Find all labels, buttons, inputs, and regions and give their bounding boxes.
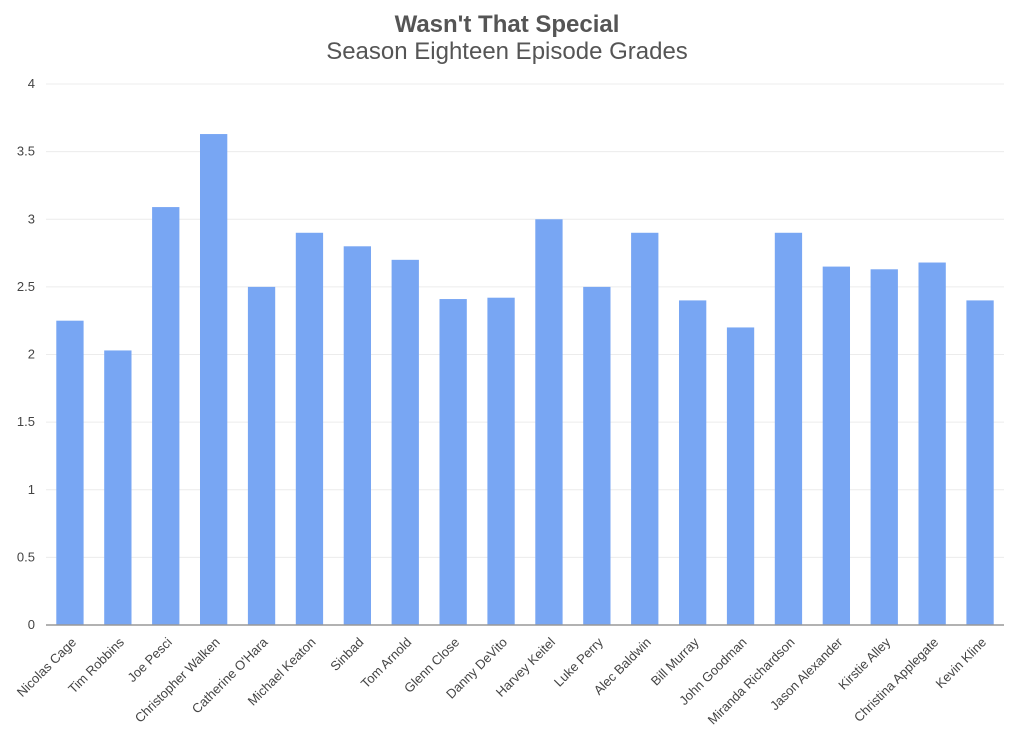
bar xyxy=(199,134,228,626)
chart-subtitle: Season Eighteen Episode Grades xyxy=(326,38,688,65)
x-tick-label: Christopher Walken xyxy=(132,635,223,726)
bar xyxy=(391,259,419,625)
bar xyxy=(631,232,659,625)
x-tick-label: Joe Pesci xyxy=(124,634,175,685)
y-tick-label: 0 xyxy=(28,617,35,632)
bar xyxy=(104,350,132,625)
bar xyxy=(439,299,467,625)
gridlines xyxy=(46,83,1004,558)
bar xyxy=(583,286,611,625)
bar xyxy=(774,232,803,625)
bar xyxy=(535,219,563,625)
y-axis-ticks: 0 0.5 1 1.5 2 2.5 3 3.5 4 xyxy=(17,76,35,632)
bar xyxy=(822,266,851,625)
bar xyxy=(487,297,515,625)
bar xyxy=(678,300,707,625)
y-tick-label: 0.5 xyxy=(17,549,35,564)
bar xyxy=(343,246,372,626)
x-tick-label: Kevin Kline xyxy=(933,635,990,692)
x-tick-label: Sinbad xyxy=(327,635,366,674)
y-tick-label: 3 xyxy=(28,211,35,226)
x-tick-label: Miranda Richardson xyxy=(705,635,798,728)
y-tick-label: 3.5 xyxy=(17,144,35,159)
y-tick-label: 1 xyxy=(28,482,35,497)
y-tick-label: 2 xyxy=(28,347,35,362)
x-tick-label: Christina Applegate xyxy=(851,635,941,725)
bar xyxy=(870,269,898,625)
bar xyxy=(918,262,946,625)
bars xyxy=(56,134,994,626)
bar xyxy=(152,207,180,625)
bar xyxy=(295,232,324,625)
y-tick-label: 4 xyxy=(28,76,35,91)
bar xyxy=(56,320,84,625)
y-tick-label: 2.5 xyxy=(17,279,35,294)
bar xyxy=(966,300,994,625)
y-tick-label: 1.5 xyxy=(17,414,35,429)
bar xyxy=(726,327,755,625)
chart-title: Wasn't That Special xyxy=(395,11,620,38)
bar xyxy=(247,286,276,625)
